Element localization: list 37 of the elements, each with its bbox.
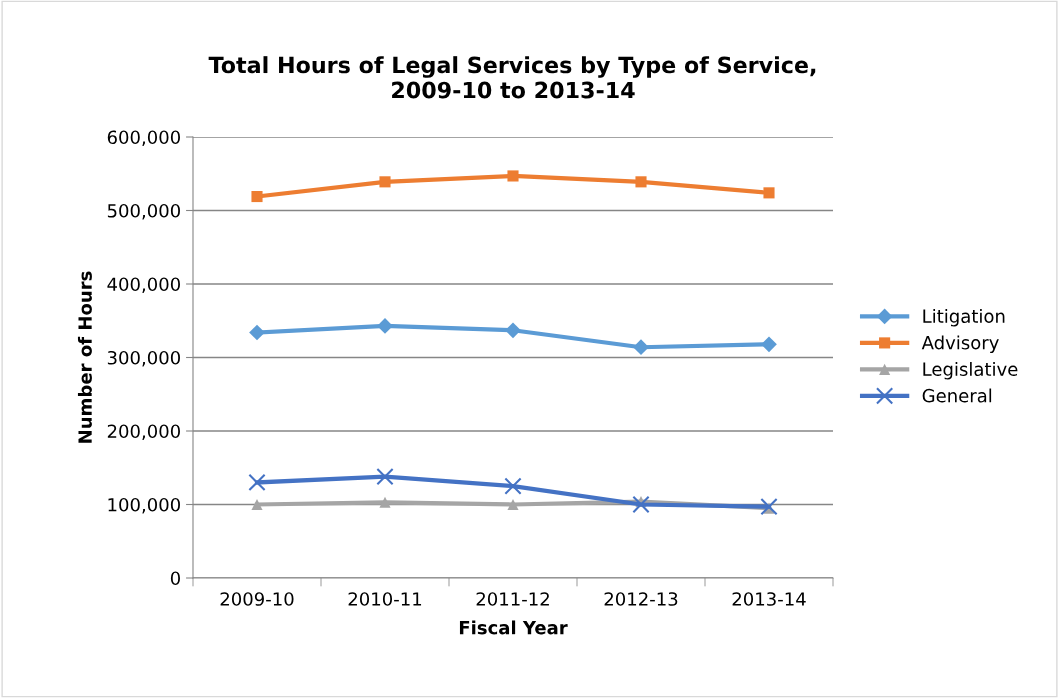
x-tick-label: 2009-10 xyxy=(220,592,294,606)
x-tick-label: 2013-14 xyxy=(732,592,806,606)
y-tick-label: 500,000 xyxy=(107,203,180,220)
point xyxy=(507,170,519,182)
legend-label: Advisory xyxy=(921,335,999,353)
point xyxy=(379,496,391,508)
legend-label: General xyxy=(922,388,992,403)
point xyxy=(248,473,266,492)
x-axis-title: Fiscal Year xyxy=(459,620,568,635)
legend-label: Legislative xyxy=(923,362,1018,380)
point xyxy=(760,498,778,516)
point xyxy=(763,187,775,199)
y-tick-label: 100,000 xyxy=(108,497,180,514)
point xyxy=(761,336,777,353)
point xyxy=(507,498,519,511)
point xyxy=(249,324,265,341)
point xyxy=(251,498,263,511)
x-tick-label: 2010-11 xyxy=(348,592,422,606)
point xyxy=(633,339,649,356)
point xyxy=(635,176,647,188)
x-tick-label: 2011-12 xyxy=(476,592,549,606)
point xyxy=(251,190,263,203)
y-tick-label: 600,000 xyxy=(107,130,180,146)
y-tick-label: 200,000 xyxy=(107,424,180,440)
legend-label: Litigation xyxy=(923,309,1005,327)
x-tick-label: 2012-13 xyxy=(604,592,678,606)
point xyxy=(632,495,650,514)
y-tick-label: 300,000 xyxy=(107,350,180,367)
y-tick-label: 400,000 xyxy=(107,277,180,293)
point xyxy=(504,477,522,495)
point xyxy=(376,467,394,486)
chart-title: Total Hours of Legal Services by Type of Service, 2009-10 to 2013-14 xyxy=(208,56,816,99)
point xyxy=(379,176,391,188)
y-axis-title: Number of Hours xyxy=(77,271,92,443)
point xyxy=(377,318,393,334)
point xyxy=(505,322,521,339)
y-tick-label: 0 xyxy=(170,571,180,586)
